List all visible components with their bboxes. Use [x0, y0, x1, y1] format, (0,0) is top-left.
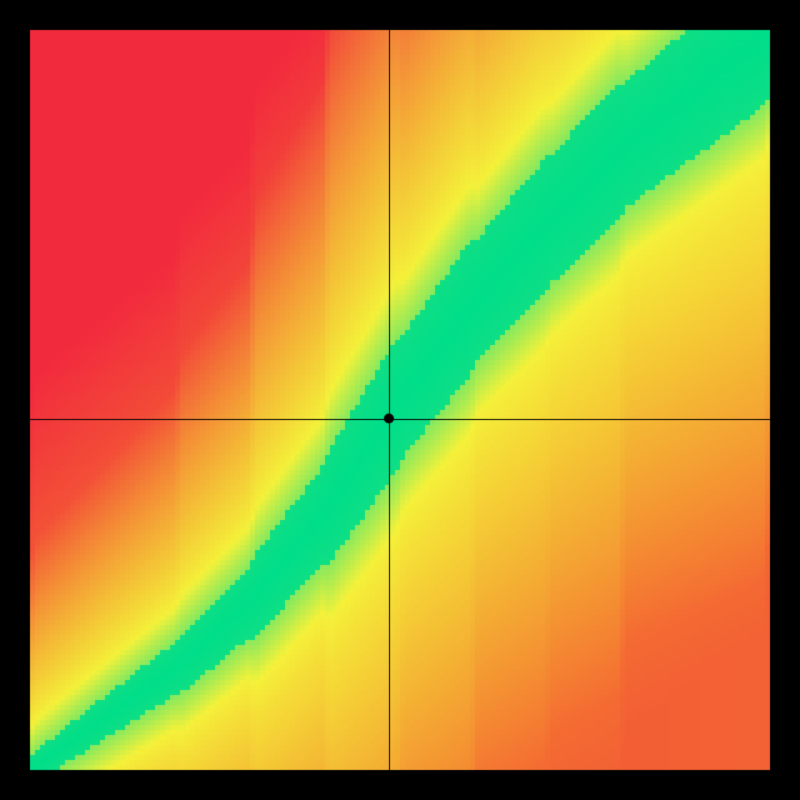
- heatmap-canvas: [0, 0, 800, 800]
- chart-container: TheBottleneck.com: [0, 0, 800, 800]
